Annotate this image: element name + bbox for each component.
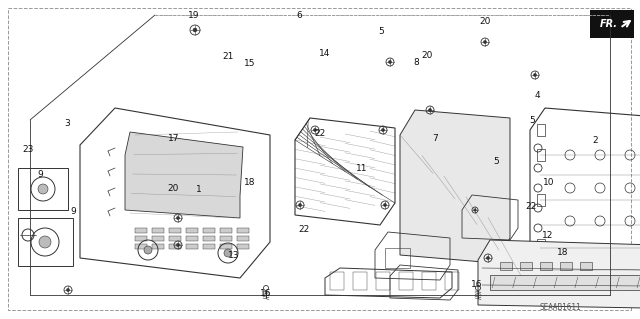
Circle shape: [298, 204, 301, 207]
Bar: [18, 168, 68, 210]
Text: 18: 18: [557, 248, 569, 256]
Text: 22: 22: [314, 129, 326, 138]
Text: 14: 14: [319, 49, 331, 58]
Bar: [399, 272, 413, 290]
Text: 9: 9: [71, 207, 76, 216]
Text: 20: 20: [479, 17, 491, 26]
Bar: [500, 262, 512, 270]
Bar: [169, 236, 181, 241]
Text: 20: 20: [167, 184, 179, 193]
Text: 8: 8: [413, 58, 419, 67]
Bar: [220, 228, 232, 233]
Text: 23: 23: [22, 145, 34, 154]
Circle shape: [486, 256, 490, 260]
Bar: [590, 10, 634, 38]
Bar: [490, 275, 640, 290]
Text: 3: 3: [65, 119, 70, 128]
Bar: [18, 218, 73, 266]
Text: 13: 13: [228, 251, 239, 260]
Bar: [385, 248, 410, 268]
Bar: [203, 244, 215, 249]
Bar: [353, 272, 367, 290]
Bar: [169, 244, 181, 249]
Text: 20: 20: [422, 51, 433, 60]
Circle shape: [388, 60, 392, 63]
Text: 5: 5: [530, 116, 535, 125]
Circle shape: [474, 209, 476, 211]
Bar: [203, 236, 215, 241]
Bar: [590, 10, 634, 38]
Bar: [186, 228, 198, 233]
Bar: [152, 244, 164, 249]
Text: 11: 11: [356, 164, 367, 173]
Text: 22: 22: [298, 225, 310, 234]
Text: 19: 19: [188, 11, 199, 20]
Circle shape: [177, 243, 180, 247]
Text: 10: 10: [543, 178, 555, 187]
Polygon shape: [125, 132, 243, 218]
Text: 22: 22: [525, 202, 537, 211]
Text: 15: 15: [244, 59, 255, 68]
Bar: [560, 262, 572, 270]
Circle shape: [38, 184, 48, 194]
Bar: [169, 228, 181, 233]
Text: 2: 2: [593, 136, 598, 145]
Circle shape: [483, 41, 486, 44]
Bar: [237, 244, 249, 249]
Circle shape: [383, 204, 387, 207]
Circle shape: [39, 236, 51, 248]
Text: 4: 4: [535, 91, 540, 100]
Circle shape: [428, 108, 431, 112]
Bar: [186, 244, 198, 249]
Polygon shape: [400, 110, 510, 263]
Text: FR.: FR.: [600, 19, 618, 29]
Text: 12: 12: [541, 231, 553, 240]
Polygon shape: [478, 240, 640, 308]
Bar: [237, 236, 249, 241]
Bar: [520, 262, 532, 270]
Bar: [422, 272, 436, 290]
Circle shape: [381, 129, 385, 132]
Text: SEAAB1611: SEAAB1611: [539, 303, 581, 313]
Text: 6: 6: [297, 11, 302, 20]
Circle shape: [67, 288, 70, 292]
Bar: [330, 272, 344, 290]
Bar: [445, 272, 459, 290]
Bar: [376, 272, 390, 290]
Bar: [135, 236, 147, 241]
Circle shape: [533, 73, 536, 77]
Bar: [580, 262, 592, 270]
Circle shape: [193, 28, 197, 32]
Text: 9: 9: [38, 170, 43, 179]
Text: 17: 17: [168, 134, 180, 143]
Text: 16: 16: [471, 280, 483, 289]
Circle shape: [177, 216, 180, 219]
Text: 1: 1: [196, 185, 201, 194]
Bar: [540, 262, 552, 270]
Bar: [237, 228, 249, 233]
Circle shape: [314, 129, 317, 132]
Text: 7: 7: [433, 134, 438, 143]
Bar: [220, 236, 232, 241]
Bar: [203, 228, 215, 233]
Text: 5: 5: [378, 27, 383, 36]
Bar: [135, 228, 147, 233]
Circle shape: [224, 249, 232, 257]
Bar: [152, 236, 164, 241]
Text: 16: 16: [260, 289, 271, 298]
Bar: [135, 244, 147, 249]
Bar: [186, 236, 198, 241]
Text: 5: 5: [493, 157, 499, 166]
Bar: [220, 244, 232, 249]
Text: 21: 21: [222, 52, 234, 61]
Circle shape: [144, 246, 152, 254]
Text: 18: 18: [244, 178, 255, 187]
Bar: [152, 228, 164, 233]
